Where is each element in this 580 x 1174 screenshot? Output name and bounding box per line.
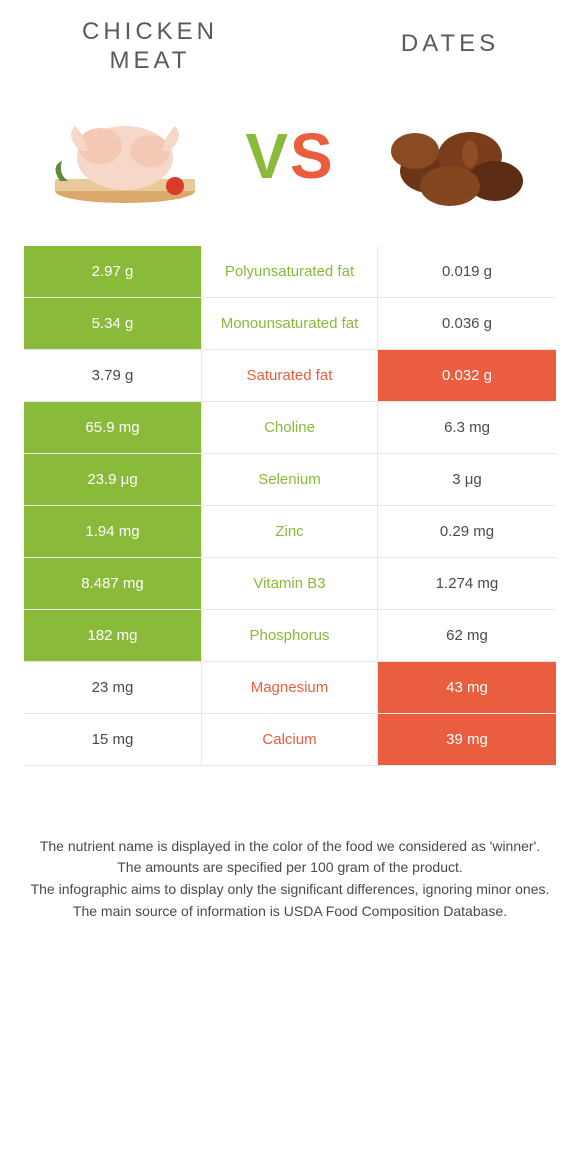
table-row: 1.94 mgZinc0.29 mg <box>24 506 556 558</box>
right-value: 43 mg <box>378 662 556 714</box>
nutrient-label: Zinc <box>202 506 378 558</box>
vs-label: VS <box>245 119 334 193</box>
left-value: 182 mg <box>24 610 202 662</box>
nutrient-label: Vitamin B3 <box>202 558 378 610</box>
right-value: 0.036 g <box>378 298 556 350</box>
left-value: 23.9 μg <box>24 454 202 506</box>
footnotes: The nutrient name is displayed in the co… <box>0 766 580 923</box>
footnote-line: The amounts are specified per 100 gram o… <box>20 857 560 879</box>
nutrient-label: Calcium <box>202 714 378 766</box>
nutrient-label: Phosphorus <box>202 610 378 662</box>
nutrient-label: Magnesium <box>202 662 378 714</box>
right-value: 1.274 mg <box>378 558 556 610</box>
left-value: 15 mg <box>24 714 202 766</box>
table-row: 2.97 gPolyunsaturated fat0.019 g <box>24 246 556 298</box>
footnote-line: The nutrient name is displayed in the co… <box>20 836 560 858</box>
header: CHICKEN MEAT DATES <box>0 0 580 86</box>
dates-image <box>370 96 540 216</box>
left-food-title: CHICKEN MEAT <box>40 18 260 76</box>
right-food-title: DATES <box>360 30 540 76</box>
right-value: 0.019 g <box>378 246 556 298</box>
left-value: 2.97 g <box>24 246 202 298</box>
left-value: 1.94 mg <box>24 506 202 558</box>
vs-s: S <box>290 120 335 192</box>
table-row: 8.487 mgVitamin B31.274 mg <box>24 558 556 610</box>
table-row: 23.9 μgSelenium3 μg <box>24 454 556 506</box>
nutrient-label: Saturated fat <box>202 350 378 402</box>
table-row: 3.79 gSaturated fat0.032 g <box>24 350 556 402</box>
table-row: 5.34 gMonounsaturated fat0.036 g <box>24 298 556 350</box>
right-value: 6.3 mg <box>378 402 556 454</box>
nutrient-label: Selenium <box>202 454 378 506</box>
nutrient-table: 2.97 gPolyunsaturated fat0.019 g5.34 gMo… <box>24 246 556 766</box>
table-row: 15 mgCalcium39 mg <box>24 714 556 766</box>
nutrient-label: Polyunsaturated fat <box>202 246 378 298</box>
nutrient-label: Monounsaturated fat <box>202 298 378 350</box>
left-value: 65.9 mg <box>24 402 202 454</box>
footnote-line: The main source of information is USDA F… <box>20 901 560 923</box>
right-value: 0.032 g <box>378 350 556 402</box>
table-row: 182 mgPhosphorus62 mg <box>24 610 556 662</box>
right-value: 39 mg <box>378 714 556 766</box>
table-row: 23 mgMagnesium43 mg <box>24 662 556 714</box>
nutrient-label: Choline <box>202 402 378 454</box>
left-value: 23 mg <box>24 662 202 714</box>
footnote-line: The infographic aims to display only the… <box>20 879 560 901</box>
left-value: 3.79 g <box>24 350 202 402</box>
vs-v: V <box>245 120 290 192</box>
left-value: 8.487 mg <box>24 558 202 610</box>
table-row: 65.9 mgCholine6.3 mg <box>24 402 556 454</box>
chicken-image <box>40 96 210 216</box>
images-row: VS <box>0 86 580 246</box>
right-value: 3 μg <box>378 454 556 506</box>
right-value: 62 mg <box>378 610 556 662</box>
right-value: 0.29 mg <box>378 506 556 558</box>
left-value: 5.34 g <box>24 298 202 350</box>
